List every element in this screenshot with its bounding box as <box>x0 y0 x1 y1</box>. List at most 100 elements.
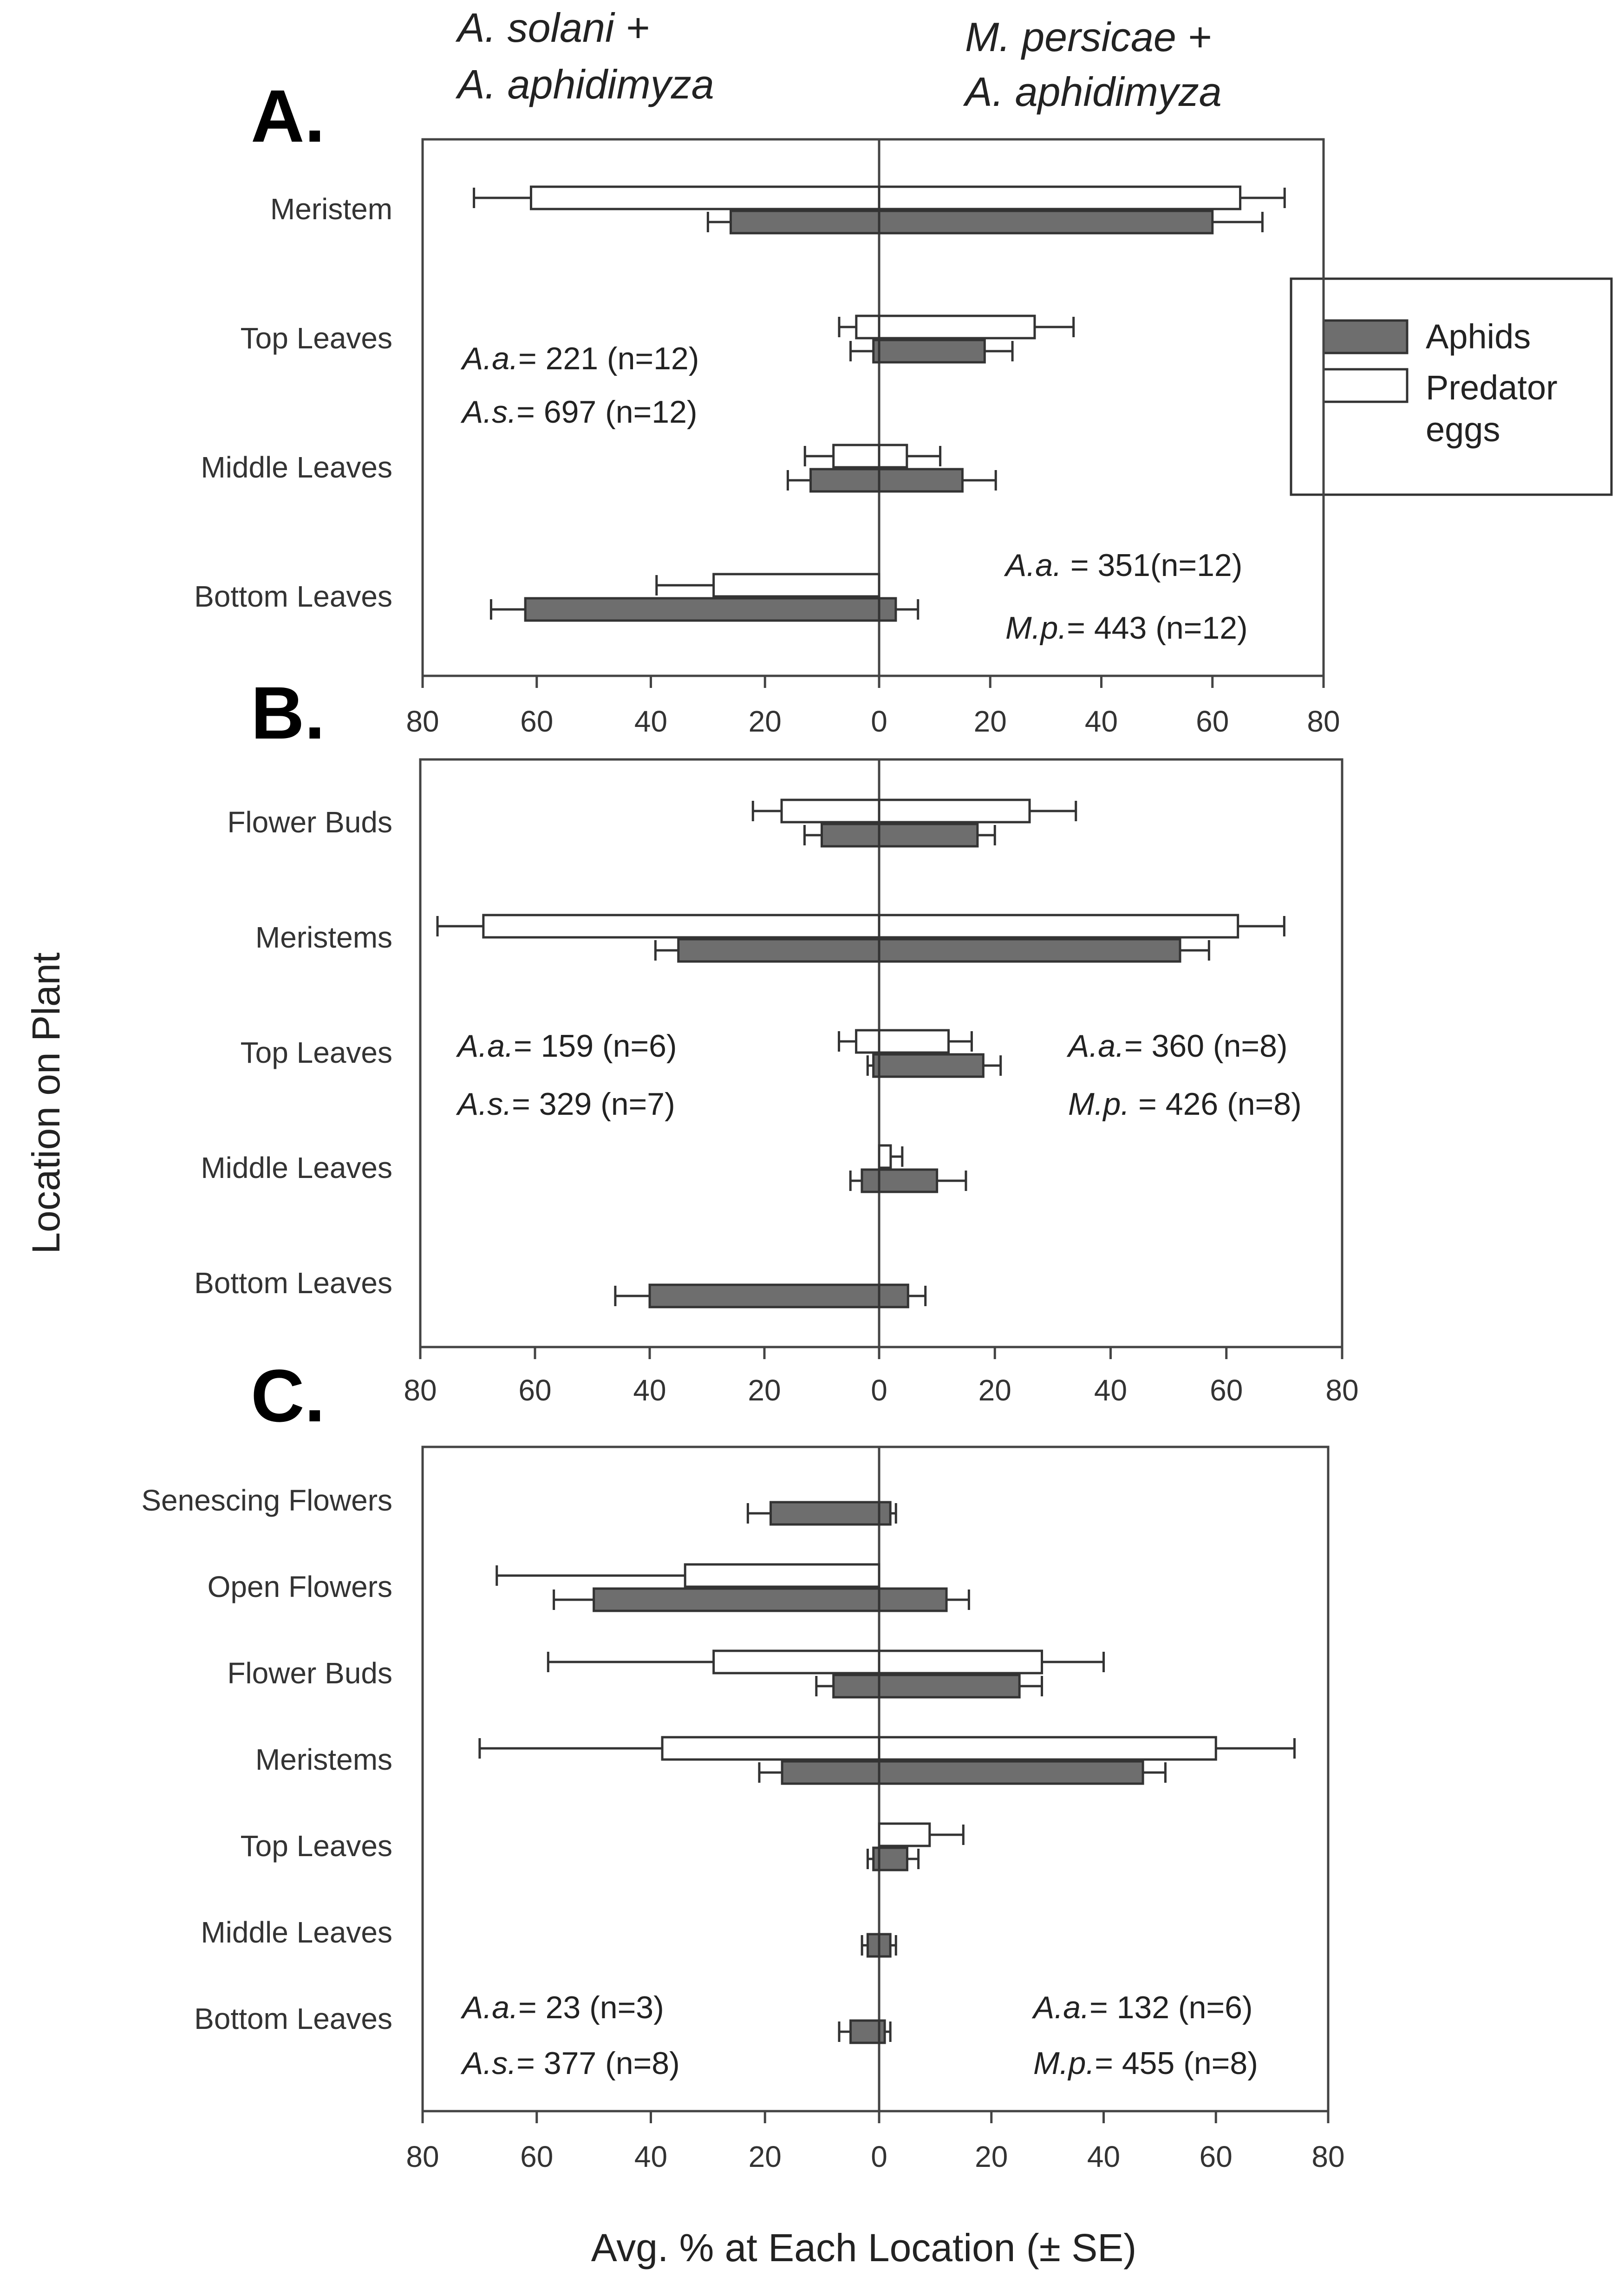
x-tick-label: 80 <box>1307 705 1340 738</box>
x-tick-label: 40 <box>634 2140 667 2173</box>
aphid-bar-right <box>878 1587 948 1612</box>
x-tick-label: 40 <box>1085 705 1118 738</box>
egg-bar-left <box>855 1029 880 1054</box>
aphid-bar-left <box>648 1283 880 1308</box>
plot-frame <box>421 1446 1330 2113</box>
x-axis-label: Avg. % at Each Location (± SE) <box>591 2226 1136 2270</box>
egg-bar-right <box>878 1649 1044 1675</box>
x-tick-label: 80 <box>1311 2140 1344 2173</box>
x-tick-label: 60 <box>518 1374 551 1407</box>
right-header-line2: A. aphidimyza <box>963 69 1222 115</box>
category-label: Senescing Flowers <box>141 1484 392 1517</box>
aphid-bar-right <box>878 823 979 848</box>
legend-label-eggs-line2: eggs <box>1426 410 1500 449</box>
legend: Aphids Predator eggs <box>1290 277 1613 496</box>
panel-a-chart: 80 60 40 20 0 20 40 60 80 Meristem Top Leaves Middl… <box>194 138 1340 738</box>
category-label: Middle Leaves <box>201 1916 392 1949</box>
aphid-bar-left <box>524 597 880 622</box>
egg-bar-right <box>878 1822 931 1847</box>
aphid-bar-left <box>809 468 880 493</box>
aphid-bar-right <box>878 597 897 622</box>
aphid-bar-left <box>770 1501 880 1526</box>
x-tick-label: 40 <box>1094 1374 1127 1407</box>
egg-bar-left <box>855 314 880 340</box>
aphid-bar-right <box>878 339 986 364</box>
egg-bar-right <box>878 314 1036 340</box>
x-tick-label: 0 <box>871 2140 887 2173</box>
x-tick-label: 0 <box>871 1374 887 1407</box>
aphid-bar-right <box>878 1760 1144 1785</box>
aphid-bar-right <box>878 1283 909 1308</box>
aphid-bar-right <box>878 2019 886 2044</box>
panel-c-letter: C. <box>251 1354 325 1437</box>
egg-bar-left <box>832 444 880 469</box>
egg-bar-left <box>529 185 880 210</box>
aphid-bar-left <box>861 1168 880 1193</box>
annotation-right-1: A.a.= 360 (n=8) <box>1066 1028 1288 1064</box>
annotation-right-1: A.a.= 132 (n=6) <box>1031 1990 1253 2025</box>
aphid-bar-right <box>878 1933 892 1958</box>
aphid-bar-left <box>593 1587 880 1612</box>
annotation-right-2: M.p.= 443 (n=12) <box>1005 610 1248 646</box>
x-tick-label: 60 <box>1210 1374 1243 1407</box>
x-tick-label: 80 <box>406 2140 439 2173</box>
x-tick-label: 20 <box>975 2140 1008 2173</box>
aphid-bar-right <box>878 468 964 493</box>
category-label: Middle Leaves <box>201 1151 392 1184</box>
aphid-bar-left <box>677 938 880 963</box>
egg-bar-right <box>878 1144 892 1169</box>
category-label: Bottom Leaves <box>194 2002 392 2035</box>
egg-bar-left <box>712 573 880 598</box>
plot-frame <box>421 138 1325 677</box>
x-tick-label: 80 <box>406 705 439 738</box>
aphid-bar-left <box>866 1933 880 1958</box>
egg-bar-left <box>482 914 880 939</box>
aphid-bar-left <box>849 2019 880 2044</box>
annotation-left-2: A.s.= 329 (n=7) <box>456 1086 675 1122</box>
legend-label-eggs-line1: Predator <box>1426 368 1558 407</box>
annotation-left-2: A.s.= 697 (n=12) <box>460 394 698 430</box>
x-tick-label: 80 <box>1325 1374 1358 1407</box>
aphid-bar-right <box>878 1168 939 1193</box>
egg-bar-right <box>878 1029 950 1054</box>
category-label: Flower Buds <box>227 1656 392 1690</box>
legend-label-aphids: Aphids <box>1426 317 1531 356</box>
category-label: Bottom Leaves <box>194 580 392 613</box>
aphid-bar-left <box>832 1674 880 1699</box>
category-label: Meristems <box>255 1743 392 1776</box>
aphid-bar-right <box>878 938 1181 963</box>
panel-c-chart: 80 60 40 20 0 20 40 60 80 Senescing Flowers Open F… <box>141 1446 1345 2173</box>
left-header-line2: A. aphidimyza <box>455 61 714 107</box>
egg-bar-left <box>712 1649 880 1675</box>
annotation-right-2: M.p. = 426 (n=8) <box>1068 1086 1302 1122</box>
category-label: Bottom Leaves <box>194 1266 392 1300</box>
annotation-left-2: A.s.= 377 (n=8) <box>460 2046 680 2081</box>
panel-b-chart: 80 60 40 20 0 20 40 60 80 Flower Buds Meristems Top… <box>194 758 1359 1407</box>
plot-frame <box>419 758 1344 1348</box>
left-header-line1: A. solani + <box>455 5 649 51</box>
x-tick-label: 40 <box>634 705 667 738</box>
panel-b-letter: B. <box>251 671 325 754</box>
y-axis-label: Location on Plant <box>24 952 68 1254</box>
egg-bar-left <box>661 1736 880 1761</box>
aphid-bar-right <box>878 1846 908 1871</box>
x-tick-label: 60 <box>1200 2140 1233 2173</box>
right-header-line1: M. persicae + <box>965 14 1212 60</box>
annotation-right-1: A.a. = 351(n=12) <box>1004 548 1242 583</box>
annotation-left-1: A.a.= 159 (n=6) <box>456 1028 677 1064</box>
x-tick-label: 80 <box>404 1374 437 1407</box>
aphid-bar-right <box>878 209 1214 235</box>
category-label: Open Flowers <box>208 1570 392 1603</box>
category-label: Flower Buds <box>227 805 392 839</box>
egg-bar-right <box>878 798 1031 824</box>
aphid-bar-left <box>730 209 880 235</box>
annotation-right-2: M.p.= 455 (n=8) <box>1033 2046 1258 2081</box>
x-tick-label: 20 <box>749 2140 782 2173</box>
x-tick-label: 20 <box>978 1374 1011 1407</box>
egg-bar-right <box>878 1736 1217 1761</box>
category-label: Top Leaves <box>241 321 392 355</box>
category-label: Top Leaves <box>241 1036 392 1069</box>
aphid-bar-left <box>821 823 880 848</box>
x-tick-label: 0 <box>871 705 887 738</box>
